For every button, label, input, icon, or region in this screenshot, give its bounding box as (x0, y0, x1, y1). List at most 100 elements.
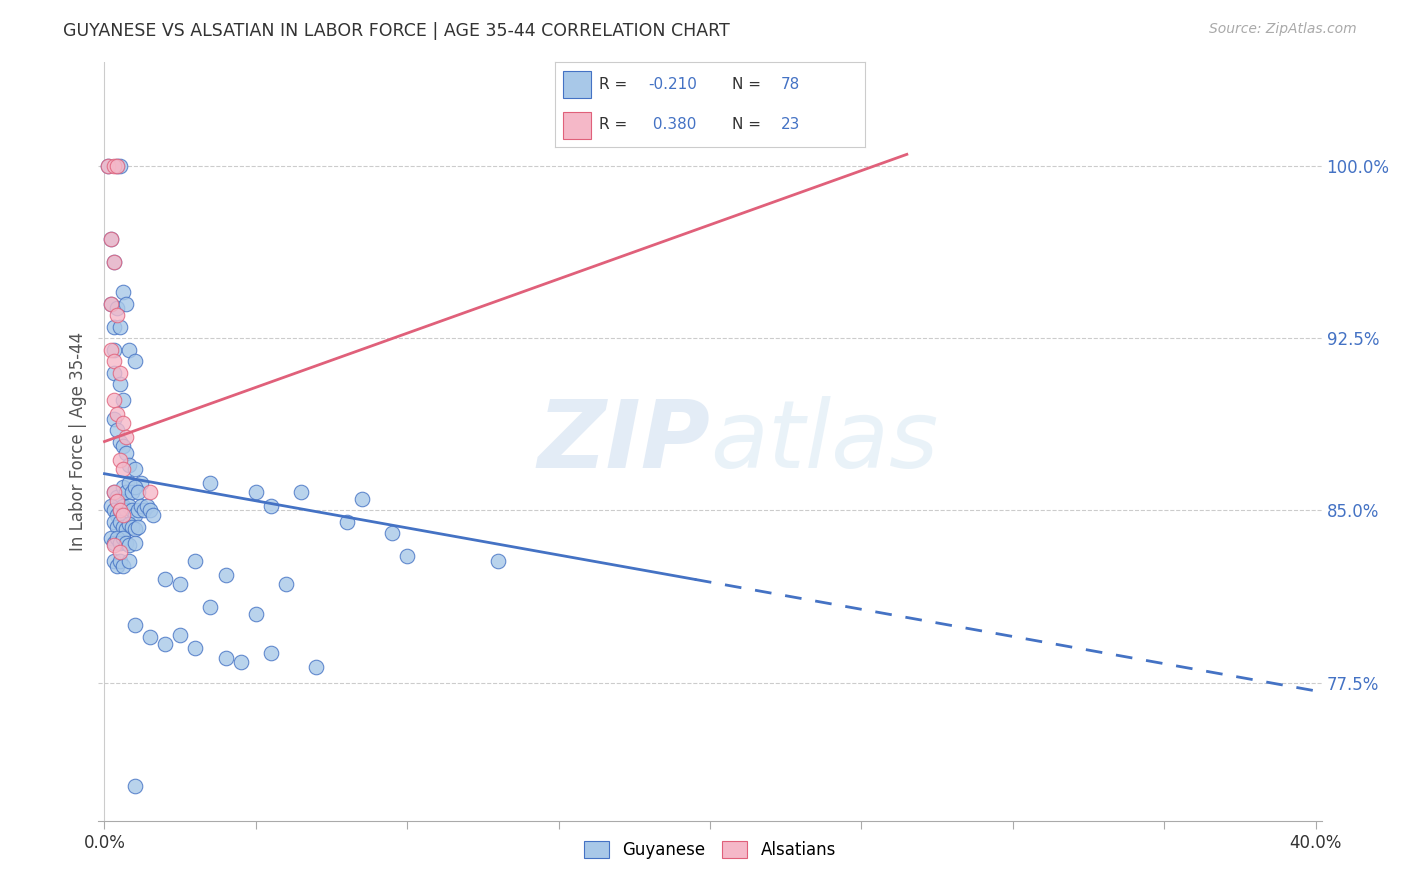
Point (111, 393, 134, 408)
Point (105, 508, 128, 522)
Point (118, 499, 141, 513)
Point (100, 232, 122, 246)
Text: 0.380: 0.380 (648, 117, 696, 132)
Point (105, 407, 128, 421)
Point (229, 655, 252, 669)
Point (103, 366, 125, 380)
Point (108, 434, 131, 449)
Point (105, 301, 128, 316)
Point (105, 531, 128, 545)
Point (108, 319, 131, 334)
Point (184, 641, 207, 656)
Point (111, 285, 134, 300)
Text: R =: R = (599, 117, 631, 132)
Point (118, 517, 141, 532)
Point (200, 475, 222, 490)
Point (103, 393, 125, 408)
Point (118, 475, 141, 490)
Point (103, 255, 125, 269)
Point (200, 599, 222, 614)
Point (184, 554, 207, 568)
Point (111, 499, 134, 513)
Point (103, 159, 125, 173)
Point (260, 646, 283, 660)
Point (214, 650, 236, 665)
Point (124, 535, 146, 549)
Point (142, 508, 165, 522)
Point (336, 515, 359, 529)
Point (276, 577, 298, 591)
Text: 78: 78 (782, 77, 800, 92)
Point (103, 411, 125, 425)
Text: Source: ZipAtlas.com: Source: ZipAtlas.com (1209, 22, 1357, 37)
Point (305, 659, 328, 673)
Text: N =: N = (731, 77, 765, 92)
Y-axis label: In Labor Force | Age 35-44: In Labor Force | Age 35-44 (69, 332, 87, 551)
Point (103, 255, 125, 269)
Point (350, 491, 373, 506)
Point (245, 485, 267, 500)
Point (108, 535, 131, 549)
Point (103, 485, 125, 500)
Point (127, 485, 149, 500)
Point (114, 503, 136, 517)
Legend: Guyanese, Alsatians: Guyanese, Alsatians (578, 834, 842, 865)
Point (139, 503, 162, 517)
Point (100, 296, 122, 310)
FancyBboxPatch shape (562, 71, 591, 98)
Text: atlas: atlas (710, 396, 938, 487)
Point (124, 481, 146, 495)
Point (108, 545, 131, 559)
Point (105, 423, 128, 437)
Point (105, 494, 128, 508)
Point (103, 343, 125, 357)
Point (108, 515, 131, 529)
Point (132, 503, 155, 517)
Point (121, 485, 143, 500)
Point (105, 519, 128, 533)
Point (103, 535, 125, 549)
Point (245, 607, 267, 621)
Point (111, 416, 134, 430)
Point (111, 481, 134, 495)
Point (127, 503, 149, 517)
Point (111, 508, 134, 522)
Point (139, 485, 162, 500)
Point (108, 366, 131, 380)
Point (100, 499, 122, 513)
Text: ZIP: ZIP (537, 395, 710, 488)
Point (105, 308, 128, 322)
Point (129, 475, 152, 490)
Point (124, 522, 146, 536)
Point (108, 554, 131, 568)
Point (114, 522, 136, 536)
Point (114, 446, 136, 460)
Point (108, 377, 131, 392)
Point (103, 503, 125, 517)
Point (486, 554, 509, 568)
Point (108, 494, 131, 508)
Point (105, 159, 128, 173)
Point (290, 485, 312, 500)
Point (111, 558, 134, 573)
Point (118, 554, 141, 568)
Point (103, 538, 125, 552)
Point (127, 519, 149, 533)
Point (111, 519, 134, 533)
Point (124, 354, 146, 368)
Point (139, 630, 162, 644)
Text: R =: R = (599, 77, 631, 92)
Point (96, 159, 118, 173)
Point (396, 549, 419, 564)
Point (153, 573, 176, 587)
Point (100, 531, 122, 545)
Text: 23: 23 (782, 117, 800, 132)
Text: GUYANESE VS ALSATIAN IN LABOR FORCE | AGE 35-44 CORRELATION CHART: GUYANESE VS ALSATIAN IN LABOR FORCE | AG… (63, 22, 730, 40)
Point (114, 296, 136, 310)
Point (103, 515, 125, 529)
Point (114, 485, 136, 500)
Point (105, 558, 128, 573)
Point (108, 503, 131, 517)
Point (111, 531, 134, 545)
FancyBboxPatch shape (562, 112, 591, 139)
